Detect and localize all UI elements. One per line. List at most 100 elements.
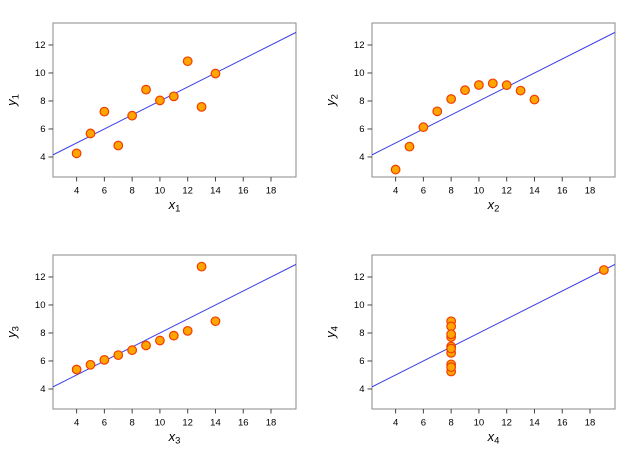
- x-tick-label: 6: [421, 418, 426, 429]
- y-axis-label: y3: [4, 326, 22, 339]
- data-point: [113, 140, 124, 151]
- x-tick-label: 18: [585, 186, 596, 197]
- data-point: [529, 94, 540, 105]
- data-point: [446, 329, 457, 340]
- y-tick-label: 4: [40, 152, 45, 163]
- data-point: [71, 364, 82, 375]
- x-tick-label: 10: [474, 418, 485, 429]
- data-point: [515, 85, 526, 96]
- y-axis-label: y1: [4, 94, 22, 107]
- data-point: [460, 85, 470, 96]
- scatter-panel-2: 4 6 8 10 12 14 16 18 4 6 8 10 12 x2 y2: [319, 0, 638, 232]
- data-point: [99, 354, 110, 365]
- x-tick-label: 16: [238, 186, 249, 197]
- data-point: [446, 362, 457, 373]
- y-tick-label: 6: [359, 124, 364, 135]
- x-tick-label: 14: [210, 186, 221, 197]
- x-tick-label: 8: [449, 418, 454, 429]
- x-tick-label: 6: [102, 186, 107, 197]
- data-point: [487, 78, 498, 89]
- y-tick-label: 10: [354, 68, 365, 79]
- data-point: [168, 91, 179, 102]
- data-point: [182, 56, 193, 67]
- x-axis-label: x1: [168, 197, 181, 215]
- x-tick-label: 12: [182, 418, 193, 429]
- x-tick-label: 8: [130, 418, 135, 429]
- x-tick-label: 18: [266, 418, 277, 429]
- data-point: [432, 106, 443, 117]
- data-point: [196, 101, 207, 112]
- plot-box: [371, 22, 616, 178]
- scatter-panel-4: 4 6 8 10 12 14 16 18 4 6 8 10 12 x4 y4: [319, 232, 638, 464]
- x-tick-label: 4: [74, 186, 79, 197]
- x-tick-label: 10: [155, 186, 166, 197]
- x-tick-label: 14: [529, 186, 540, 197]
- x-tick-label: 14: [529, 418, 540, 429]
- data-point: [501, 80, 512, 91]
- y-tick-label: 10: [35, 300, 46, 311]
- data-point: [210, 68, 221, 79]
- data-point: [210, 316, 221, 327]
- x-tick-label: 16: [557, 186, 568, 197]
- y-tick-label: 12: [354, 40, 365, 51]
- plot-box: [52, 22, 297, 178]
- data-point: [127, 110, 138, 121]
- y-tick-label: 4: [40, 384, 45, 395]
- x-tick-label: 6: [102, 418, 107, 429]
- data-point: [446, 94, 457, 104]
- x-tick-label: 8: [130, 186, 135, 197]
- data-point: [85, 128, 96, 139]
- y-axis-label: y2: [323, 94, 341, 107]
- regression-line: [371, 31, 616, 156]
- data-point: [155, 95, 165, 106]
- data-point: [127, 345, 138, 356]
- y-tick-label: 12: [354, 272, 365, 283]
- data-point: [598, 265, 609, 275]
- y-tick-label: 12: [35, 40, 46, 51]
- x-tick-label: 18: [585, 418, 596, 429]
- x-tick-label: 12: [182, 186, 193, 197]
- x-tick-label: 16: [557, 418, 568, 429]
- x-tick-label: 4: [393, 186, 398, 197]
- data-point: [99, 106, 110, 117]
- x-tick-label: 10: [474, 186, 485, 197]
- data-point: [390, 164, 401, 175]
- regression-line: [371, 263, 616, 388]
- data-point: [113, 350, 124, 360]
- scatter-panel-3: 4 6 8 10 12 14 16 18 4 6 8 10 12 x3 y3: [0, 232, 319, 464]
- y-tick-label: 6: [40, 124, 45, 135]
- y-tick-label: 6: [359, 356, 364, 367]
- y-tick-label: 4: [359, 384, 364, 395]
- data-point: [85, 359, 96, 370]
- data-point: [404, 141, 415, 152]
- y-tick-label: 10: [354, 300, 365, 311]
- x-axis-label: x4: [487, 429, 500, 447]
- data-point: [446, 343, 457, 354]
- data-point: [71, 148, 82, 159]
- scatter-panel-1: 4 6 8 10 12 14 16 18 4 6 8 10 12 x1 y1: [0, 0, 319, 232]
- x-tick-label: 18: [266, 186, 277, 197]
- x-tick-label: 12: [501, 186, 512, 197]
- x-tick-label: 12: [501, 418, 512, 429]
- y-tick-label: 10: [35, 68, 46, 79]
- data-point: [141, 84, 151, 95]
- x-tick-label: 10: [155, 418, 166, 429]
- y-tick-label: 4: [359, 152, 364, 163]
- plot-box: [52, 254, 297, 410]
- x-axis-label: x2: [487, 197, 500, 215]
- y-tick-label: 8: [359, 328, 364, 339]
- data-point: [141, 340, 151, 351]
- plot-box: [371, 254, 616, 410]
- data-point: [182, 325, 193, 336]
- data-point: [418, 122, 429, 133]
- x-tick-label: 6: [421, 186, 426, 197]
- x-tick-label: 4: [74, 418, 79, 429]
- data-point: [196, 261, 207, 272]
- data-point: [168, 330, 179, 341]
- y-axis-label: y4: [323, 326, 341, 339]
- y-tick-label: 8: [359, 96, 364, 107]
- data-point: [474, 80, 484, 90]
